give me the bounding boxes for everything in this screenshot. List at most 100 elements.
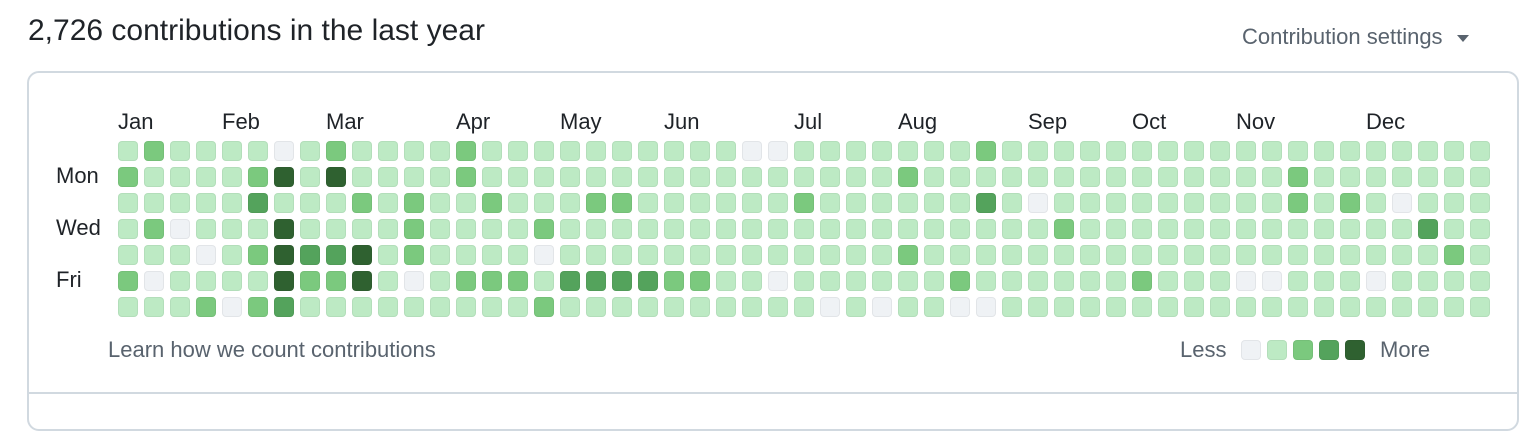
contribution-day-cell[interactable]	[508, 141, 528, 161]
contribution-day-cell[interactable]	[1392, 167, 1412, 187]
contribution-day-cell[interactable]	[976, 167, 996, 187]
contribution-day-cell[interactable]	[222, 167, 242, 187]
contribution-day-cell[interactable]	[508, 297, 528, 317]
contribution-day-cell[interactable]	[118, 193, 138, 213]
contribution-day-cell[interactable]	[898, 219, 918, 239]
contribution-day-cell[interactable]	[534, 245, 554, 265]
contribution-day-cell[interactable]	[1184, 245, 1204, 265]
contribution-day-cell[interactable]	[1392, 141, 1412, 161]
contribution-day-cell[interactable]	[898, 193, 918, 213]
contribution-day-cell[interactable]	[872, 297, 892, 317]
contribution-day-cell[interactable]	[118, 141, 138, 161]
contribution-day-cell[interactable]	[1236, 271, 1256, 291]
contribution-day-cell[interactable]	[976, 141, 996, 161]
contribution-day-cell[interactable]	[456, 167, 476, 187]
contribution-day-cell[interactable]	[1028, 219, 1048, 239]
contribution-day-cell[interactable]	[1340, 271, 1360, 291]
contribution-day-cell[interactable]	[586, 141, 606, 161]
contribution-day-cell[interactable]	[1106, 141, 1126, 161]
contribution-day-cell[interactable]	[1210, 297, 1230, 317]
contribution-day-cell[interactable]	[768, 167, 788, 187]
contribution-day-cell[interactable]	[638, 245, 658, 265]
contribution-day-cell[interactable]	[300, 271, 320, 291]
contribution-day-cell[interactable]	[716, 167, 736, 187]
contribution-day-cell[interactable]	[378, 297, 398, 317]
contribution-day-cell[interactable]	[456, 219, 476, 239]
contribution-day-cell[interactable]	[456, 141, 476, 161]
contribution-day-cell[interactable]	[664, 219, 684, 239]
contribution-day-cell[interactable]	[612, 193, 632, 213]
contribution-day-cell[interactable]	[248, 297, 268, 317]
contribution-day-cell[interactable]	[1288, 219, 1308, 239]
contribution-day-cell[interactable]	[898, 167, 918, 187]
contribution-day-cell[interactable]	[404, 271, 424, 291]
contribution-day-cell[interactable]	[144, 167, 164, 187]
contribution-day-cell[interactable]	[1054, 219, 1074, 239]
contribution-day-cell[interactable]	[1418, 219, 1438, 239]
contribution-day-cell[interactable]	[1028, 245, 1048, 265]
contribution-day-cell[interactable]	[248, 167, 268, 187]
contribution-day-cell[interactable]	[742, 141, 762, 161]
contribution-day-cell[interactable]	[872, 141, 892, 161]
contribution-day-cell[interactable]	[664, 245, 684, 265]
contribution-day-cell[interactable]	[222, 219, 242, 239]
contribution-day-cell[interactable]	[118, 297, 138, 317]
contribution-day-cell[interactable]	[144, 219, 164, 239]
contribution-day-cell[interactable]	[404, 141, 424, 161]
contribution-day-cell[interactable]	[690, 141, 710, 161]
contribution-day-cell[interactable]	[170, 271, 190, 291]
contribution-day-cell[interactable]	[768, 297, 788, 317]
contribution-day-cell[interactable]	[274, 245, 294, 265]
contribution-day-cell[interactable]	[1470, 297, 1490, 317]
contribution-day-cell[interactable]	[222, 271, 242, 291]
contribution-day-cell[interactable]	[742, 271, 762, 291]
contribution-day-cell[interactable]	[1392, 193, 1412, 213]
contribution-day-cell[interactable]	[1054, 271, 1074, 291]
contribution-day-cell[interactable]	[1106, 219, 1126, 239]
contribution-day-cell[interactable]	[560, 271, 580, 291]
contribution-day-cell[interactable]	[1054, 245, 1074, 265]
contribution-day-cell[interactable]	[1080, 167, 1100, 187]
contribution-day-cell[interactable]	[248, 245, 268, 265]
contribution-day-cell[interactable]	[144, 245, 164, 265]
contribution-day-cell[interactable]	[170, 245, 190, 265]
contribution-day-cell[interactable]	[1314, 167, 1334, 187]
contribution-day-cell[interactable]	[274, 193, 294, 213]
contribution-day-cell[interactable]	[1444, 193, 1464, 213]
contribution-day-cell[interactable]	[872, 193, 892, 213]
contribution-day-cell[interactable]	[378, 271, 398, 291]
contribution-day-cell[interactable]	[1184, 219, 1204, 239]
contribution-day-cell[interactable]	[1184, 193, 1204, 213]
contribution-day-cell[interactable]	[1080, 193, 1100, 213]
contribution-day-cell[interactable]	[1444, 219, 1464, 239]
contribution-day-cell[interactable]	[300, 297, 320, 317]
contribution-day-cell[interactable]	[508, 245, 528, 265]
contribution-day-cell[interactable]	[1288, 141, 1308, 161]
contribution-day-cell[interactable]	[690, 245, 710, 265]
contribution-day-cell[interactable]	[1158, 271, 1178, 291]
contribution-day-cell[interactable]	[1366, 167, 1386, 187]
contribution-day-cell[interactable]	[586, 297, 606, 317]
contribution-day-cell[interactable]	[352, 193, 372, 213]
contribution-day-cell[interactable]	[1262, 141, 1282, 161]
contribution-day-cell[interactable]	[118, 219, 138, 239]
contribution-day-cell[interactable]	[716, 245, 736, 265]
contribution-day-cell[interactable]	[1054, 193, 1074, 213]
contribution-day-cell[interactable]	[924, 193, 944, 213]
contribution-day-cell[interactable]	[1236, 141, 1256, 161]
contribution-day-cell[interactable]	[1314, 141, 1334, 161]
contribution-day-cell[interactable]	[768, 193, 788, 213]
contribution-day-cell[interactable]	[924, 297, 944, 317]
contribution-day-cell[interactable]	[1080, 141, 1100, 161]
contribution-day-cell[interactable]	[404, 219, 424, 239]
contribution-day-cell[interactable]	[716, 193, 736, 213]
contribution-day-cell[interactable]	[924, 271, 944, 291]
contribution-day-cell[interactable]	[846, 167, 866, 187]
contribution-day-cell[interactable]	[1158, 141, 1178, 161]
contribution-day-cell[interactable]	[326, 219, 346, 239]
contribution-day-cell[interactable]	[768, 271, 788, 291]
contribution-day-cell[interactable]	[1262, 271, 1282, 291]
contribution-day-cell[interactable]	[534, 193, 554, 213]
contribution-day-cell[interactable]	[1106, 245, 1126, 265]
contribution-day-cell[interactable]	[404, 297, 424, 317]
